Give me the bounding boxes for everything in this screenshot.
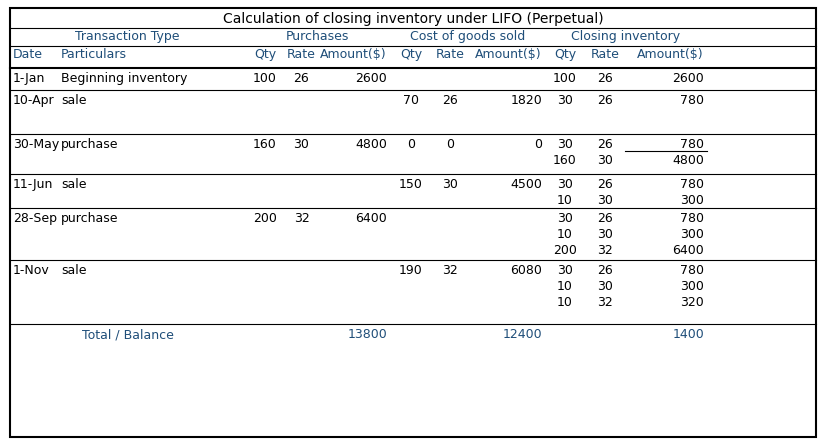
Text: 200: 200 — [553, 244, 577, 257]
Text: 780: 780 — [680, 94, 704, 107]
Text: 32: 32 — [597, 244, 613, 257]
Text: 28-Sep: 28-Sep — [13, 212, 57, 225]
Text: 10: 10 — [557, 194, 573, 207]
Text: 100: 100 — [253, 72, 277, 85]
Text: Qty: Qty — [400, 48, 422, 61]
Text: 30: 30 — [557, 178, 573, 191]
Text: Rate: Rate — [591, 48, 620, 61]
Text: 320: 320 — [681, 296, 704, 309]
Text: Particulars: Particulars — [61, 48, 127, 61]
Text: 30: 30 — [293, 138, 310, 151]
Text: 10: 10 — [557, 228, 573, 241]
Text: 10: 10 — [557, 296, 573, 309]
Text: 10-Apr: 10-Apr — [13, 94, 55, 107]
Text: 0: 0 — [407, 138, 415, 151]
Text: 6400: 6400 — [672, 244, 704, 257]
Text: 12400: 12400 — [502, 328, 542, 341]
Text: 780: 780 — [680, 178, 704, 191]
Text: 26: 26 — [597, 138, 613, 151]
Text: Amount($): Amount($) — [476, 48, 542, 61]
Text: 30: 30 — [557, 212, 573, 225]
Text: 0: 0 — [534, 138, 542, 151]
Text: purchase: purchase — [61, 212, 118, 225]
Text: Closing inventory: Closing inventory — [572, 30, 681, 43]
Text: 26: 26 — [597, 212, 613, 225]
Text: 1-Nov: 1-Nov — [13, 264, 50, 277]
Text: 160: 160 — [253, 138, 277, 151]
Text: 780: 780 — [680, 138, 704, 151]
Text: Qty: Qty — [254, 48, 276, 61]
Text: 300: 300 — [680, 194, 704, 207]
Text: 30-May: 30-May — [13, 138, 59, 151]
Text: 30: 30 — [557, 138, 573, 151]
Text: Cost of goods sold: Cost of goods sold — [410, 30, 525, 43]
Text: 30: 30 — [557, 94, 573, 107]
Text: Qty: Qty — [554, 48, 576, 61]
Text: 4800: 4800 — [672, 154, 704, 167]
Text: 0: 0 — [446, 138, 454, 151]
Text: 26: 26 — [597, 72, 613, 85]
Text: Rate: Rate — [435, 48, 464, 61]
Text: 26: 26 — [597, 264, 613, 277]
Text: 26: 26 — [293, 72, 310, 85]
Text: Transaction Type: Transaction Type — [75, 30, 180, 43]
Text: 30: 30 — [597, 194, 613, 207]
Text: 300: 300 — [680, 228, 704, 241]
Text: 70: 70 — [403, 94, 419, 107]
Text: Date: Date — [13, 48, 43, 61]
Text: 4800: 4800 — [355, 138, 387, 151]
Text: 26: 26 — [442, 94, 458, 107]
Text: Amount($): Amount($) — [638, 48, 704, 61]
Text: 32: 32 — [442, 264, 458, 277]
Text: Purchases: Purchases — [286, 30, 349, 43]
Text: Amount($): Amount($) — [320, 48, 387, 61]
Text: 30: 30 — [597, 154, 613, 167]
Text: 1820: 1820 — [510, 94, 542, 107]
Text: sale: sale — [61, 178, 87, 191]
Text: 30: 30 — [442, 178, 458, 191]
Text: sale: sale — [61, 94, 87, 107]
Text: 300: 300 — [680, 280, 704, 293]
Text: 780: 780 — [680, 212, 704, 225]
Text: 30: 30 — [597, 280, 613, 293]
Text: sale: sale — [61, 264, 87, 277]
Text: Total / Balance: Total / Balance — [82, 328, 173, 341]
Text: 6400: 6400 — [355, 212, 387, 225]
Text: 1-Jan: 1-Jan — [13, 72, 45, 85]
Text: 1400: 1400 — [672, 328, 704, 341]
Text: 32: 32 — [293, 212, 310, 225]
Text: 2600: 2600 — [672, 72, 704, 85]
Text: 6080: 6080 — [510, 264, 542, 277]
Text: 150: 150 — [399, 178, 423, 191]
Text: 26: 26 — [597, 178, 613, 191]
Text: 160: 160 — [553, 154, 577, 167]
Text: 200: 200 — [253, 212, 277, 225]
Text: purchase: purchase — [61, 138, 118, 151]
Text: 13800: 13800 — [347, 328, 387, 341]
Text: 30: 30 — [557, 264, 573, 277]
Text: 100: 100 — [553, 72, 577, 85]
Text: 26: 26 — [597, 94, 613, 107]
Text: 190: 190 — [399, 264, 423, 277]
Text: Rate: Rate — [287, 48, 316, 61]
Text: 32: 32 — [597, 296, 613, 309]
Text: 30: 30 — [597, 228, 613, 241]
Text: Beginning inventory: Beginning inventory — [61, 72, 188, 85]
Text: Calculation of closing inventory under LIFO (Perpetual): Calculation of closing inventory under L… — [223, 12, 603, 26]
Text: 10: 10 — [557, 280, 573, 293]
Text: 780: 780 — [680, 264, 704, 277]
Text: 2600: 2600 — [355, 72, 387, 85]
Text: 4500: 4500 — [510, 178, 542, 191]
Text: 11-Jun: 11-Jun — [13, 178, 54, 191]
